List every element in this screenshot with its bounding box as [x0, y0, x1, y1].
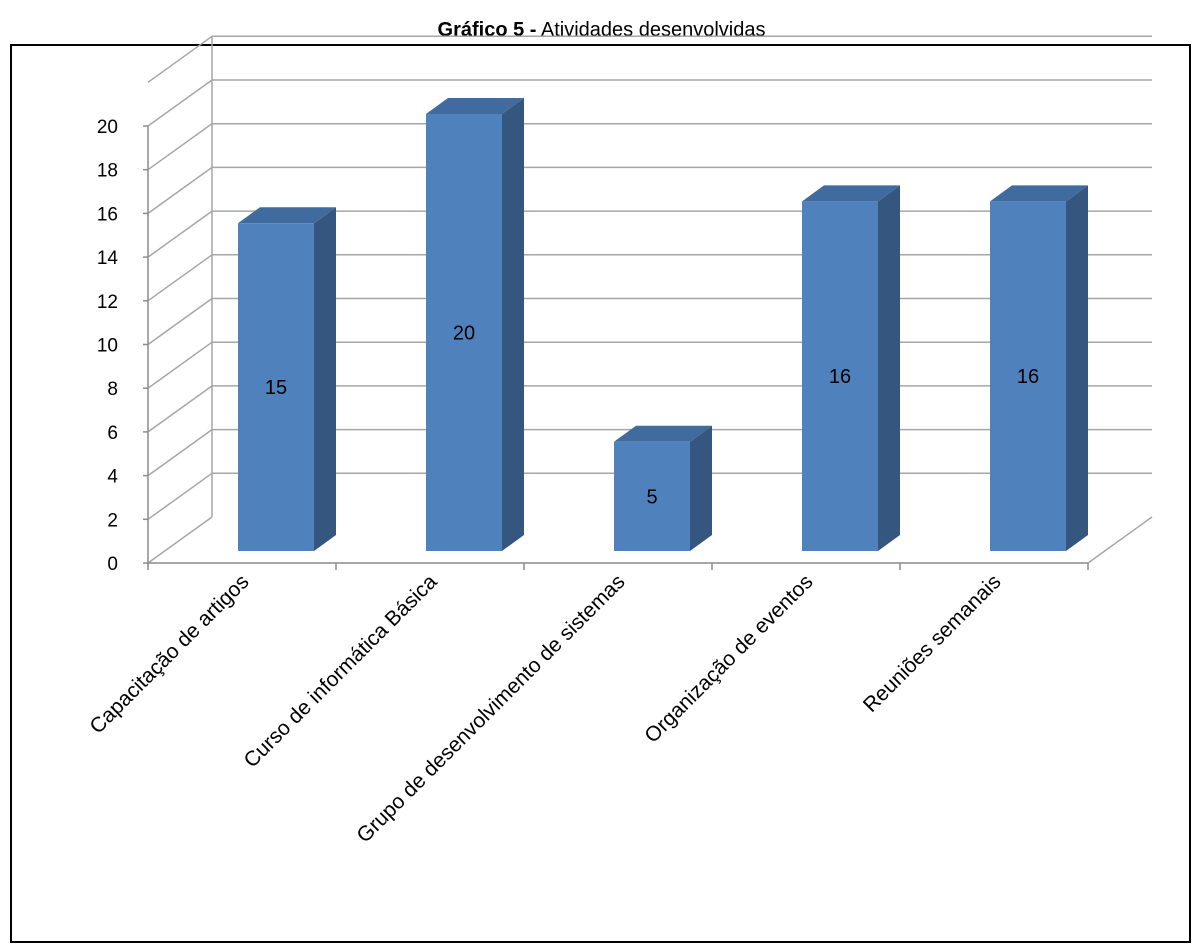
- y-tick-label: 16: [97, 204, 118, 225]
- grid-diagonal: [147, 123, 213, 171]
- floor-right-edge: [1087, 516, 1153, 564]
- y-tick-label: 20: [97, 117, 118, 138]
- bar: [614, 441, 690, 551]
- bar-top: [802, 185, 900, 202]
- data-label: 5: [646, 486, 657, 508]
- y-tick-label: 6: [107, 423, 118, 444]
- y-tick-label: 2: [107, 510, 118, 531]
- bar-side: [502, 98, 524, 551]
- data-label: 16: [1017, 366, 1039, 388]
- grid-diagonal: [147, 516, 213, 564]
- chart-frame: [10, 44, 1191, 943]
- bar-top: [426, 98, 524, 114]
- y-tick-label: 8: [107, 379, 118, 400]
- chart-title: Gráfico 5 - Atividades desenvolvidas: [0, 18, 1203, 42]
- grid-diagonal: [147, 254, 213, 302]
- grid-diagonal: [147, 297, 213, 346]
- y-tick-labels: 0 2 4 6 8 10 12 14 16 18 20: [97, 117, 119, 575]
- data-label: 15: [265, 377, 287, 399]
- grid-diagonal: [147, 35, 213, 83]
- bar-top: [614, 425, 712, 442]
- chart-title-text: Atividades desenvolvidas: [540, 19, 766, 41]
- bar-top: [238, 207, 336, 224]
- y-tick-label: 14: [97, 248, 119, 269]
- data-label: 20: [453, 323, 475, 345]
- y-tick-label: 18: [97, 161, 118, 182]
- category-label: Capacitação de artigos: [85, 570, 253, 738]
- y-tick-label: 0: [107, 554, 118, 575]
- grid-diagonal: [147, 428, 213, 477]
- chart-title-prefix: Gráfico 5 -: [437, 19, 537, 41]
- bar-side: [1066, 185, 1088, 551]
- bar-side: [878, 185, 900, 551]
- grid-diagonal: [147, 341, 213, 389]
- bar-side: [314, 207, 336, 551]
- bar-top: [990, 185, 1088, 202]
- axes: [143, 125, 1089, 570]
- grid-diagonal: [147, 79, 213, 127]
- category-label: Organização de eventos: [640, 570, 817, 747]
- bar: [802, 201, 878, 551]
- bar: [426, 114, 502, 551]
- y-tick-label: 12: [97, 292, 118, 313]
- data-label: 16: [829, 366, 851, 388]
- grid-diagonal: [147, 166, 213, 215]
- y-tick-label: 10: [97, 336, 118, 357]
- y-tick-label: 4: [107, 467, 118, 488]
- category-label: Curso de informática Básica: [240, 570, 442, 772]
- bar: [990, 201, 1066, 551]
- grid-diagonal: [147, 210, 213, 258]
- bar: [238, 223, 314, 551]
- grid-diagonal: [147, 472, 213, 520]
- bar-side: [690, 425, 712, 551]
- data-labels: 15 20 5 16 16: [265, 323, 1039, 509]
- bars: [238, 98, 1088, 551]
- grid-diagonal: [147, 385, 213, 433]
- category-label: Reuniões semanais: [859, 570, 1006, 717]
